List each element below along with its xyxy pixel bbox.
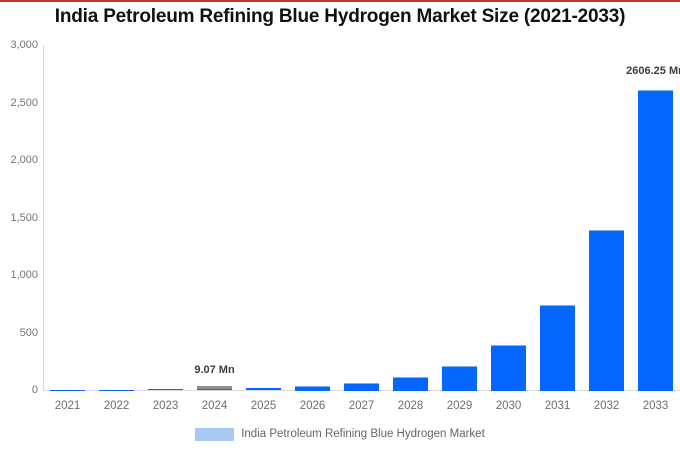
- top-accent-bar: [0, 0, 680, 2]
- bar-2032[interactable]: [589, 230, 624, 391]
- y-axis-tick-label: 2,000: [10, 154, 38, 166]
- legend-label: India Petroleum Refining Blue Hydrogen M…: [241, 427, 485, 440]
- data-label-2024: 9.07 Mn: [194, 364, 235, 376]
- x-axis-tick-label: 2026: [299, 400, 326, 412]
- data-label-2033: 2606.25 Mn: [626, 65, 680, 77]
- bar-2029[interactable]: [442, 365, 477, 391]
- y-axis-tick-label: 1,500: [10, 211, 38, 224]
- bar-2033[interactable]: [638, 90, 673, 391]
- y-axis-tick-label: 500: [19, 326, 38, 339]
- bar-2025[interactable]: [246, 388, 281, 390]
- x-axis-tick-label: 2032: [593, 400, 620, 412]
- x-axis-tick-label: 2022: [103, 400, 130, 412]
- x-axis-tick-label: 2030: [495, 400, 522, 412]
- bar-2030[interactable]: [491, 344, 526, 391]
- bar-2028[interactable]: [393, 377, 428, 391]
- x-axis-tick-label: 2033: [642, 400, 669, 412]
- bar-2024[interactable]: [197, 388, 232, 390]
- chart-title: India Petroleum Refining Blue Hydrogen M…: [54, 6, 626, 27]
- x-axis-tick-label: 2031: [544, 400, 571, 412]
- x-axis-tick-label: 2028: [397, 400, 424, 412]
- bar-2031[interactable]: [540, 304, 575, 391]
- x-axis-tick-label: 2021: [54, 400, 81, 412]
- bar-2023[interactable]: [148, 389, 183, 390]
- y-axis-tick-label: 1,000: [10, 269, 38, 281]
- legend-swatch-icon: [195, 427, 235, 441]
- x-axis-tick-label: 2025: [250, 400, 277, 412]
- y-axis-tick-label: 3,000: [10, 39, 38, 51]
- x-axis-tick-label: 2027: [348, 400, 375, 412]
- y-axis-line: [43, 45, 44, 390]
- legend-item[interactable]: India Petroleum Refining Blue Hydrogen M…: [0, 425, 680, 443]
- y-axis-tick-label: 0: [31, 384, 38, 396]
- y-axis-tick-label: 2,500: [10, 96, 38, 109]
- data-label-dash-2024: [197, 386, 232, 389]
- bar-2027[interactable]: [344, 383, 379, 391]
- bar-2026[interactable]: [295, 386, 330, 391]
- x-axis-tick-label: 2029: [446, 400, 473, 412]
- x-axis-tick-label: 2024: [201, 400, 228, 412]
- x-axis-tick-label: 2023: [152, 400, 179, 412]
